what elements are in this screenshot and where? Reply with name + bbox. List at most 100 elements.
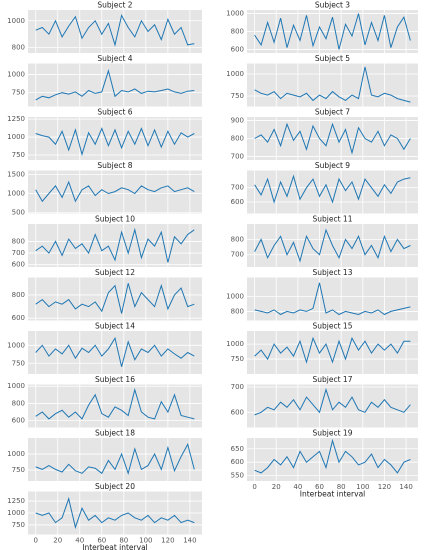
x-axis-label: Interbeat interval <box>300 490 366 499</box>
y-tick-label: 1000 <box>7 190 25 198</box>
data-line <box>35 227 195 263</box>
y-tick-label: 800 <box>12 44 25 52</box>
data-line <box>35 68 195 101</box>
subplot-title: Subject 15 <box>313 322 353 331</box>
y-tick-label: 1000 <box>7 509 25 517</box>
y-tick-label: 700 <box>12 249 25 257</box>
y-tick-label: 1000 <box>226 10 244 18</box>
data-line <box>35 283 195 314</box>
y-tick-label: 1500 <box>7 170 25 178</box>
data-line <box>254 438 411 474</box>
y-tick-label: 1000 <box>226 292 244 300</box>
plot-area <box>247 63 418 107</box>
y-tick-label: 800 <box>231 135 244 143</box>
y-tick-label: 1000 <box>7 17 25 25</box>
y-tick-label: 1000 <box>7 382 25 390</box>
y-tick-label: 800 <box>231 28 244 36</box>
x-tick-label: 40 <box>75 537 84 545</box>
data-line <box>254 122 411 155</box>
y-tick-label: 700 <box>231 383 244 391</box>
y-tick-label: 550 <box>231 472 244 480</box>
y-tick-label: 1250 <box>7 115 25 123</box>
x-tick-label: 20 <box>53 537 62 545</box>
plot-area <box>247 384 418 428</box>
x-tick-label: 60 <box>315 483 324 491</box>
x-tick-label: 100 <box>139 537 152 545</box>
y-tick-label: 800 <box>12 291 25 299</box>
data-line <box>254 66 411 103</box>
subplot-title: Subject 17 <box>313 375 353 384</box>
y-tick-label: 750 <box>231 92 244 100</box>
x-tick-label: 120 <box>378 483 391 491</box>
x-tick-label: 0 <box>252 483 256 491</box>
x-tick-label: 140 <box>183 537 196 545</box>
subplot-title: Subject 19 <box>313 429 353 438</box>
y-tick-label: 600 <box>231 408 244 416</box>
y-tick-label: 750 <box>12 466 25 474</box>
subplot-title: Subject 4 <box>97 54 132 63</box>
plot-area <box>28 438 202 481</box>
y-tick-label: 650 <box>231 445 244 453</box>
plot-area <box>28 63 202 107</box>
subplot-title: Subject 13 <box>313 268 353 277</box>
y-tick-label: 600 <box>12 261 25 269</box>
y-tick-label: 1000 <box>226 340 244 348</box>
y-tick-label: 1000 <box>7 70 25 78</box>
y-tick-label: 600 <box>231 458 244 466</box>
subplot-title: Subject 14 <box>95 322 135 331</box>
data-line <box>35 443 195 476</box>
y-tick-label: 750 <box>12 521 25 529</box>
y-tick-label: 800 <box>231 235 244 243</box>
y-tick-label: 1000 <box>7 450 25 458</box>
x-tick-label: 40 <box>293 483 302 491</box>
y-tick-label: 500 <box>12 209 25 217</box>
y-tick-label: 800 <box>12 237 25 245</box>
y-tick-label: 1250 <box>7 497 25 505</box>
y-tick-label: 750 <box>231 355 244 363</box>
y-tick-label: 700 <box>231 184 244 192</box>
y-tick-label: 750 <box>12 89 25 97</box>
plot-area <box>28 384 202 428</box>
x-tick-label: 80 <box>119 537 128 545</box>
plot-area <box>28 277 202 321</box>
y-tick-label: 600 <box>231 45 244 53</box>
data-line <box>254 228 411 263</box>
subplot-title: Subject 10 <box>95 215 135 224</box>
plot-area <box>247 331 418 374</box>
subplot-title: Subject 11 <box>313 215 353 224</box>
x-tick-label: 20 <box>272 483 281 491</box>
plot-area <box>247 277 418 321</box>
x-tick-label: 140 <box>399 483 412 491</box>
y-tick-label: 1000 <box>7 341 25 349</box>
y-tick-label: 600 <box>12 417 25 425</box>
data-line <box>35 496 195 530</box>
plot-area <box>247 170 418 214</box>
subplot-title: Subject 18 <box>95 429 135 438</box>
y-tick-label: 800 <box>12 399 25 407</box>
y-tick-label: 750 <box>12 151 25 159</box>
subplot-title: Subject 7 <box>315 108 350 117</box>
x-axis-label: Interbeat interval <box>82 543 148 550</box>
x-tick-label: 0 <box>33 537 37 545</box>
data-line <box>35 13 195 47</box>
y-tick-label: 700 <box>231 152 244 160</box>
x-tick-label: 100 <box>356 483 369 491</box>
y-tick-label: 700 <box>231 251 244 259</box>
subplot-title: Subject 3 <box>315 1 350 10</box>
plot-area <box>28 117 202 160</box>
y-tick-label: 900 <box>231 117 244 125</box>
subplot-title: Subject 12 <box>95 268 135 277</box>
y-tick-label: 1000 <box>7 133 25 141</box>
subplot-title: Subject 8 <box>97 161 132 170</box>
subplot-title: Subject 20 <box>95 482 135 491</box>
x-tick-label: 120 <box>161 537 174 545</box>
y-tick-label: 600 <box>12 314 25 322</box>
data-line <box>35 387 195 420</box>
data-line <box>35 127 195 157</box>
y-tick-label: 750 <box>12 359 25 367</box>
data-line <box>35 336 195 367</box>
subplot-title: Subject 9 <box>315 161 350 170</box>
y-tick-label: 1000 <box>226 70 244 78</box>
subplot-title: Subject 2 <box>97 1 132 10</box>
data-line <box>254 282 411 316</box>
